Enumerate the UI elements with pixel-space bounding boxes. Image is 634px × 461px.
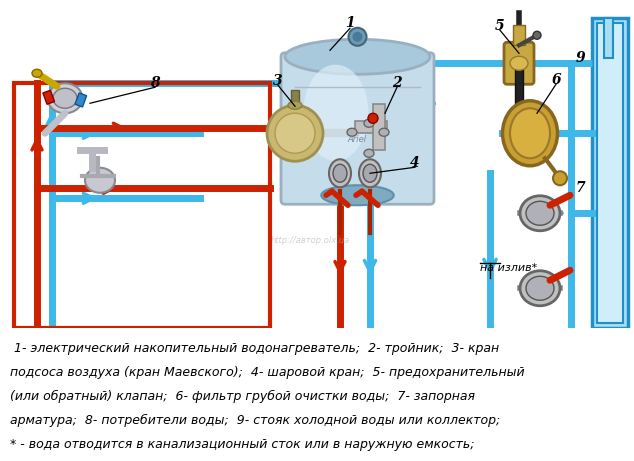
Ellipse shape bbox=[526, 201, 554, 225]
Ellipse shape bbox=[333, 164, 347, 182]
Bar bbox=[373, 104, 385, 150]
Ellipse shape bbox=[359, 159, 381, 187]
Circle shape bbox=[353, 32, 363, 42]
Circle shape bbox=[275, 113, 315, 153]
Text: 1: 1 bbox=[345, 16, 355, 30]
Ellipse shape bbox=[32, 69, 42, 77]
Text: * - вода отводится в канализационный сток или в наружную емкость;: * - вода отводится в канализационный сто… bbox=[10, 438, 474, 451]
Ellipse shape bbox=[285, 39, 430, 74]
Text: 4: 4 bbox=[410, 156, 420, 170]
Text: арматура;  8- потребители воды;  9- стояк холодной воды или коллектор;: арматура; 8- потребители воды; 9- стояк … bbox=[10, 414, 500, 427]
Ellipse shape bbox=[379, 128, 389, 136]
Ellipse shape bbox=[363, 164, 377, 182]
Ellipse shape bbox=[321, 185, 394, 205]
Text: 9: 9 bbox=[575, 51, 585, 65]
Bar bbox=[355, 121, 387, 133]
Ellipse shape bbox=[53, 88, 77, 108]
Ellipse shape bbox=[526, 276, 554, 300]
Bar bbox=[291, 90, 299, 105]
Circle shape bbox=[267, 105, 323, 161]
Ellipse shape bbox=[288, 101, 302, 109]
Text: 3: 3 bbox=[273, 74, 283, 88]
Text: 1- электрический накопительный водонагреватель;  2- тройник;  3- кран: 1- электрический накопительный водонагре… bbox=[10, 342, 498, 355]
Ellipse shape bbox=[510, 108, 550, 158]
Circle shape bbox=[553, 171, 567, 185]
FancyBboxPatch shape bbox=[281, 53, 434, 204]
Circle shape bbox=[368, 113, 378, 123]
Bar bbox=[14, 83, 270, 328]
Bar bbox=[43, 90, 55, 104]
Ellipse shape bbox=[510, 56, 528, 70]
Ellipse shape bbox=[303, 65, 368, 161]
Bar bbox=[597, 23, 623, 323]
Bar bbox=[505, 118, 533, 123]
Ellipse shape bbox=[503, 101, 557, 166]
Text: 5: 5 bbox=[495, 19, 505, 33]
Bar bbox=[515, 63, 523, 123]
Bar bbox=[513, 25, 525, 45]
Bar bbox=[75, 93, 87, 107]
Bar bbox=[592, 18, 628, 328]
Circle shape bbox=[349, 28, 366, 46]
Ellipse shape bbox=[48, 83, 82, 113]
FancyBboxPatch shape bbox=[504, 42, 534, 84]
Text: Ariel: Ariel bbox=[348, 135, 367, 143]
Bar bbox=[604, 18, 613, 58]
Ellipse shape bbox=[329, 159, 351, 187]
Text: на излив*: на излив* bbox=[480, 263, 537, 273]
Ellipse shape bbox=[85, 168, 115, 193]
Text: 6: 6 bbox=[551, 73, 561, 87]
Text: (или обратный) клапан;  6- фильтр грубой очистки воды;  7- запорная: (или обратный) клапан; 6- фильтр грубой … bbox=[10, 390, 474, 403]
Ellipse shape bbox=[347, 128, 357, 136]
Text: http://автор.olx.ua: http://автор.olx.ua bbox=[270, 236, 349, 245]
Text: 2: 2 bbox=[392, 76, 402, 90]
Ellipse shape bbox=[364, 149, 374, 157]
Text: 7: 7 bbox=[575, 181, 585, 195]
Text: 8: 8 bbox=[150, 76, 160, 90]
Ellipse shape bbox=[520, 196, 560, 231]
Circle shape bbox=[533, 31, 541, 39]
Ellipse shape bbox=[520, 271, 560, 306]
Ellipse shape bbox=[364, 119, 374, 127]
Text: подсоса воздуха (кран Маевского);  4- шаровой кран;  5- предохранительный: подсоса воздуха (кран Маевского); 4- шар… bbox=[10, 366, 524, 379]
